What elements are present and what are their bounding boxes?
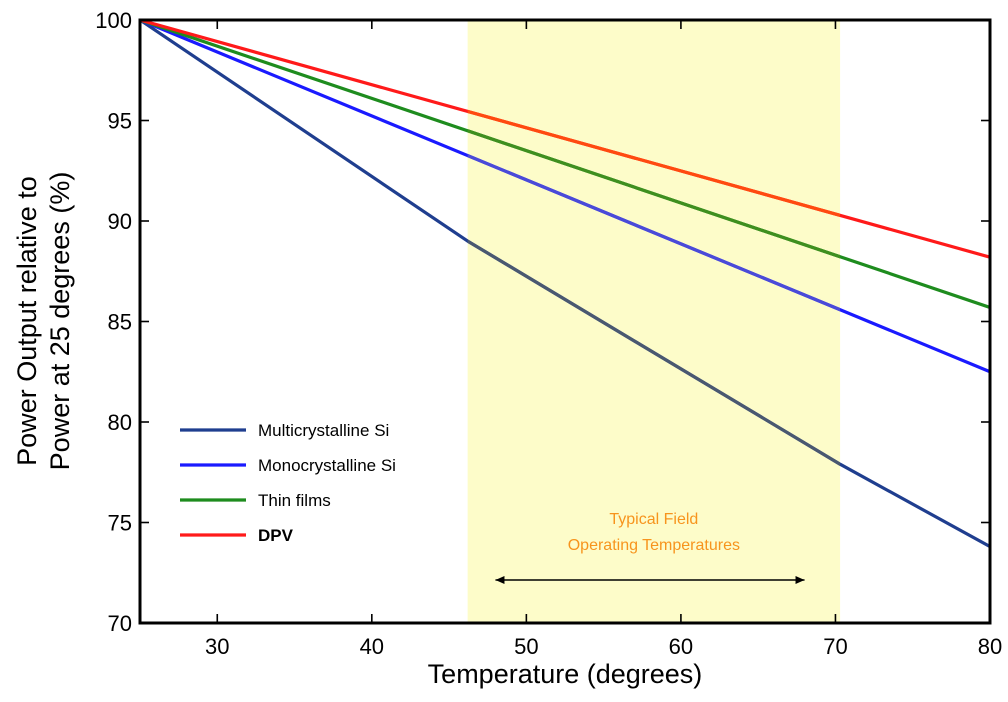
x-tick-label-30: 30: [205, 634, 229, 659]
y-tick-label-75: 75: [108, 511, 132, 536]
y-axis-title-line-1: Power Output relative to: [12, 176, 42, 466]
y-tick-label-80: 80: [108, 410, 132, 435]
axis-ticks: 30 40 50 60 70 80 70 75 80 85 90 95 100: [95, 8, 1002, 659]
y-tick-label-85: 85: [108, 310, 132, 335]
legend-label-thin-films: Thin films: [258, 491, 331, 510]
x-tick-label-70: 70: [823, 634, 847, 659]
band-label-line-2: Operating Temperatures: [568, 537, 740, 554]
operating-temperature-band: [467, 20, 841, 623]
series-line-band-segment-multicrystalline-si: [467, 239, 841, 467]
series-line-band-segment-dpv: [467, 109, 841, 218]
legend-label-multicrystalline-si: Multicrystalline Si: [258, 421, 389, 440]
band-label-line-1: Typical Field: [609, 511, 698, 528]
y-tick-label-95: 95: [108, 109, 132, 134]
x-tick-label-50: 50: [514, 634, 538, 659]
legend-label-monocrystalline-si: Monocrystalline Si: [258, 456, 396, 475]
x-axis-title: Temperature (degrees): [428, 659, 703, 689]
legend-label-dpv: DPV: [258, 526, 294, 545]
series-line-band-segment-thin-films: [467, 129, 841, 259]
y-tick-label-100: 100: [95, 8, 132, 33]
x-tick-label-60: 60: [669, 634, 693, 659]
x-tick-label-80: 80: [978, 634, 1002, 659]
series-band-layer: [467, 109, 841, 467]
y-tick-label-70: 70: [108, 611, 132, 636]
legend: Multicrystalline Si Monocrystalline Si Thi…: [180, 421, 396, 545]
series-line-band-segment-monocrystalline-si: [467, 153, 841, 312]
y-axis-title-line-2: Power at 25 degrees (%): [45, 172, 75, 471]
y-tick-label-90: 90: [108, 209, 132, 234]
x-tick-label-40: 40: [360, 634, 384, 659]
band-annotation: Typical Field Operating Temperatures: [495, 511, 805, 584]
